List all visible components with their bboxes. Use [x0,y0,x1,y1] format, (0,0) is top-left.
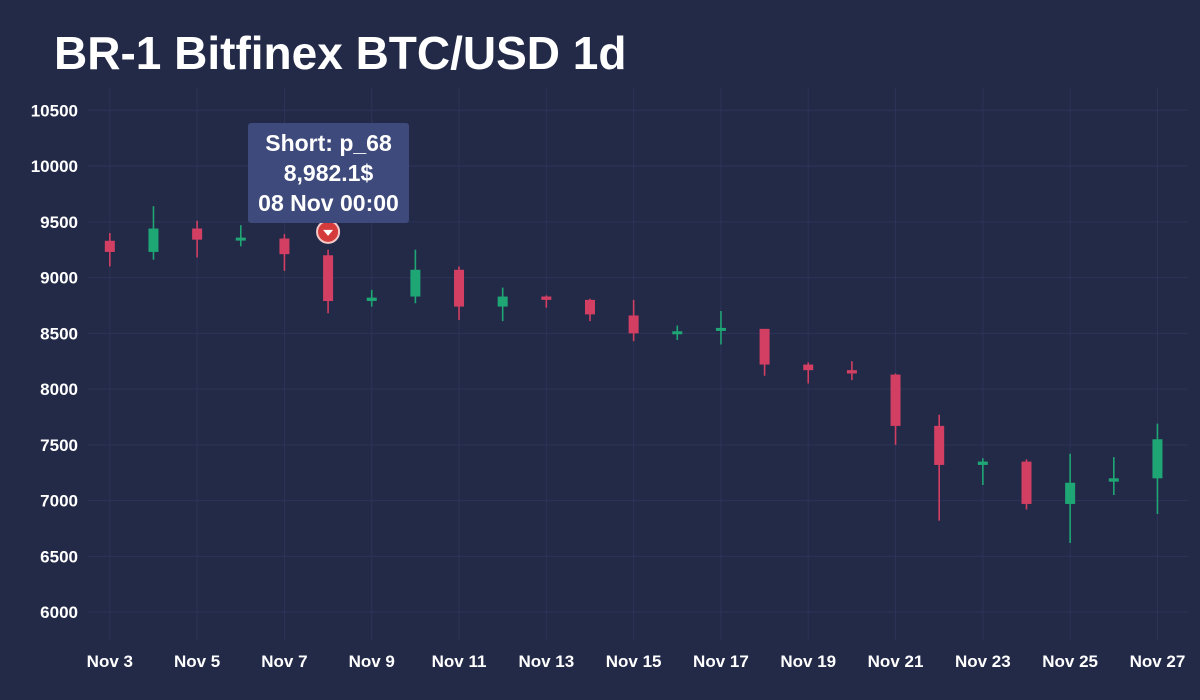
candle [454,266,465,320]
candle [759,328,770,376]
candle-body [890,374,901,426]
candle [628,299,639,342]
y-tick-label: 6000 [40,603,78,622]
candle-body [672,331,683,335]
tooltip-time: 08 Nov 00:00 [258,190,399,216]
candle [934,414,945,521]
y-tick-label: 6500 [40,547,78,566]
candle [235,225,246,247]
x-tick-label: Nov 9 [349,652,395,671]
candle-body [934,425,945,465]
tooltip-trade-label: Short: p_68 [265,130,392,156]
x-tick-label: Nov 11 [432,652,487,671]
x-tick-label: Nov 27 [1130,652,1186,671]
candle [1065,453,1076,543]
candle [279,234,290,271]
candles [104,206,1163,543]
candle-body [104,240,115,252]
candle [148,206,159,260]
candle [584,298,595,322]
candle [672,325,683,341]
candle-body [366,297,377,301]
candle [104,232,115,267]
y-tick-label: 8500 [40,324,78,343]
candle [846,361,857,381]
candle [977,458,988,485]
candle-body [803,364,814,371]
x-tick-label: Nov 13 [518,652,574,671]
candle-body [759,328,770,365]
candle [1108,457,1119,496]
candle-body [497,296,508,307]
axes: 6000 6500 7000 7500 8000 8500 9000 9500 10000 105… [31,101,1186,671]
candle [541,295,552,308]
y-tick-label: 7500 [40,436,78,455]
chart-title: BR-1 Bitfinex BTC/USD 1d [54,27,627,79]
candle-body [846,370,857,374]
candle-body [1108,478,1119,482]
candle [890,373,901,445]
candle-body [1021,461,1032,504]
candle [1152,423,1163,514]
x-tick-label: Nov 15 [606,652,662,671]
candle-body [1065,482,1076,504]
candle-body [235,237,246,241]
x-tick-label: Nov 3 [87,652,133,671]
candle-body [279,238,290,255]
x-tick-label: Nov 5 [174,652,220,671]
candle-body [192,228,203,240]
x-tick-label: Nov 21 [868,652,924,671]
short-marker [316,219,341,244]
tooltip-price: 8,982.1$ [283,160,374,186]
candle-body [454,269,465,307]
y-tick-label: 8000 [40,380,78,399]
y-tick-label: 10000 [31,157,78,176]
candle [715,311,726,345]
x-tick-label: Nov 7 [261,652,307,671]
candle [497,287,508,322]
arrow-down-icon [323,229,334,236]
candle-body [541,296,552,300]
candle-body [410,269,421,297]
y-tick-label: 10500 [31,101,78,120]
candle-body [628,315,639,334]
candle [366,289,377,307]
y-tick-label: 9000 [40,269,78,288]
candle-body [715,327,726,331]
x-tick-label: Nov 17 [693,652,749,671]
candle-body [323,255,334,301]
candle [410,249,421,304]
candle-body [977,461,988,465]
x-tick-label: Nov 25 [1042,652,1098,671]
candle-body [1152,439,1163,479]
candle [323,249,334,314]
markers [316,219,341,244]
candle [1021,459,1032,510]
x-tick-label: Nov 23 [955,652,1011,671]
y-tick-label: 7000 [40,492,78,511]
candle-body [148,228,159,252]
candle [192,220,203,258]
candle [803,362,814,384]
candle-body [584,299,595,315]
trade-tooltip: Short: p_68 8,982.1$ 08 Nov 00:00 [248,123,409,223]
x-tick-label: Nov 19 [780,652,836,671]
y-tick-label: 9500 [40,213,78,232]
